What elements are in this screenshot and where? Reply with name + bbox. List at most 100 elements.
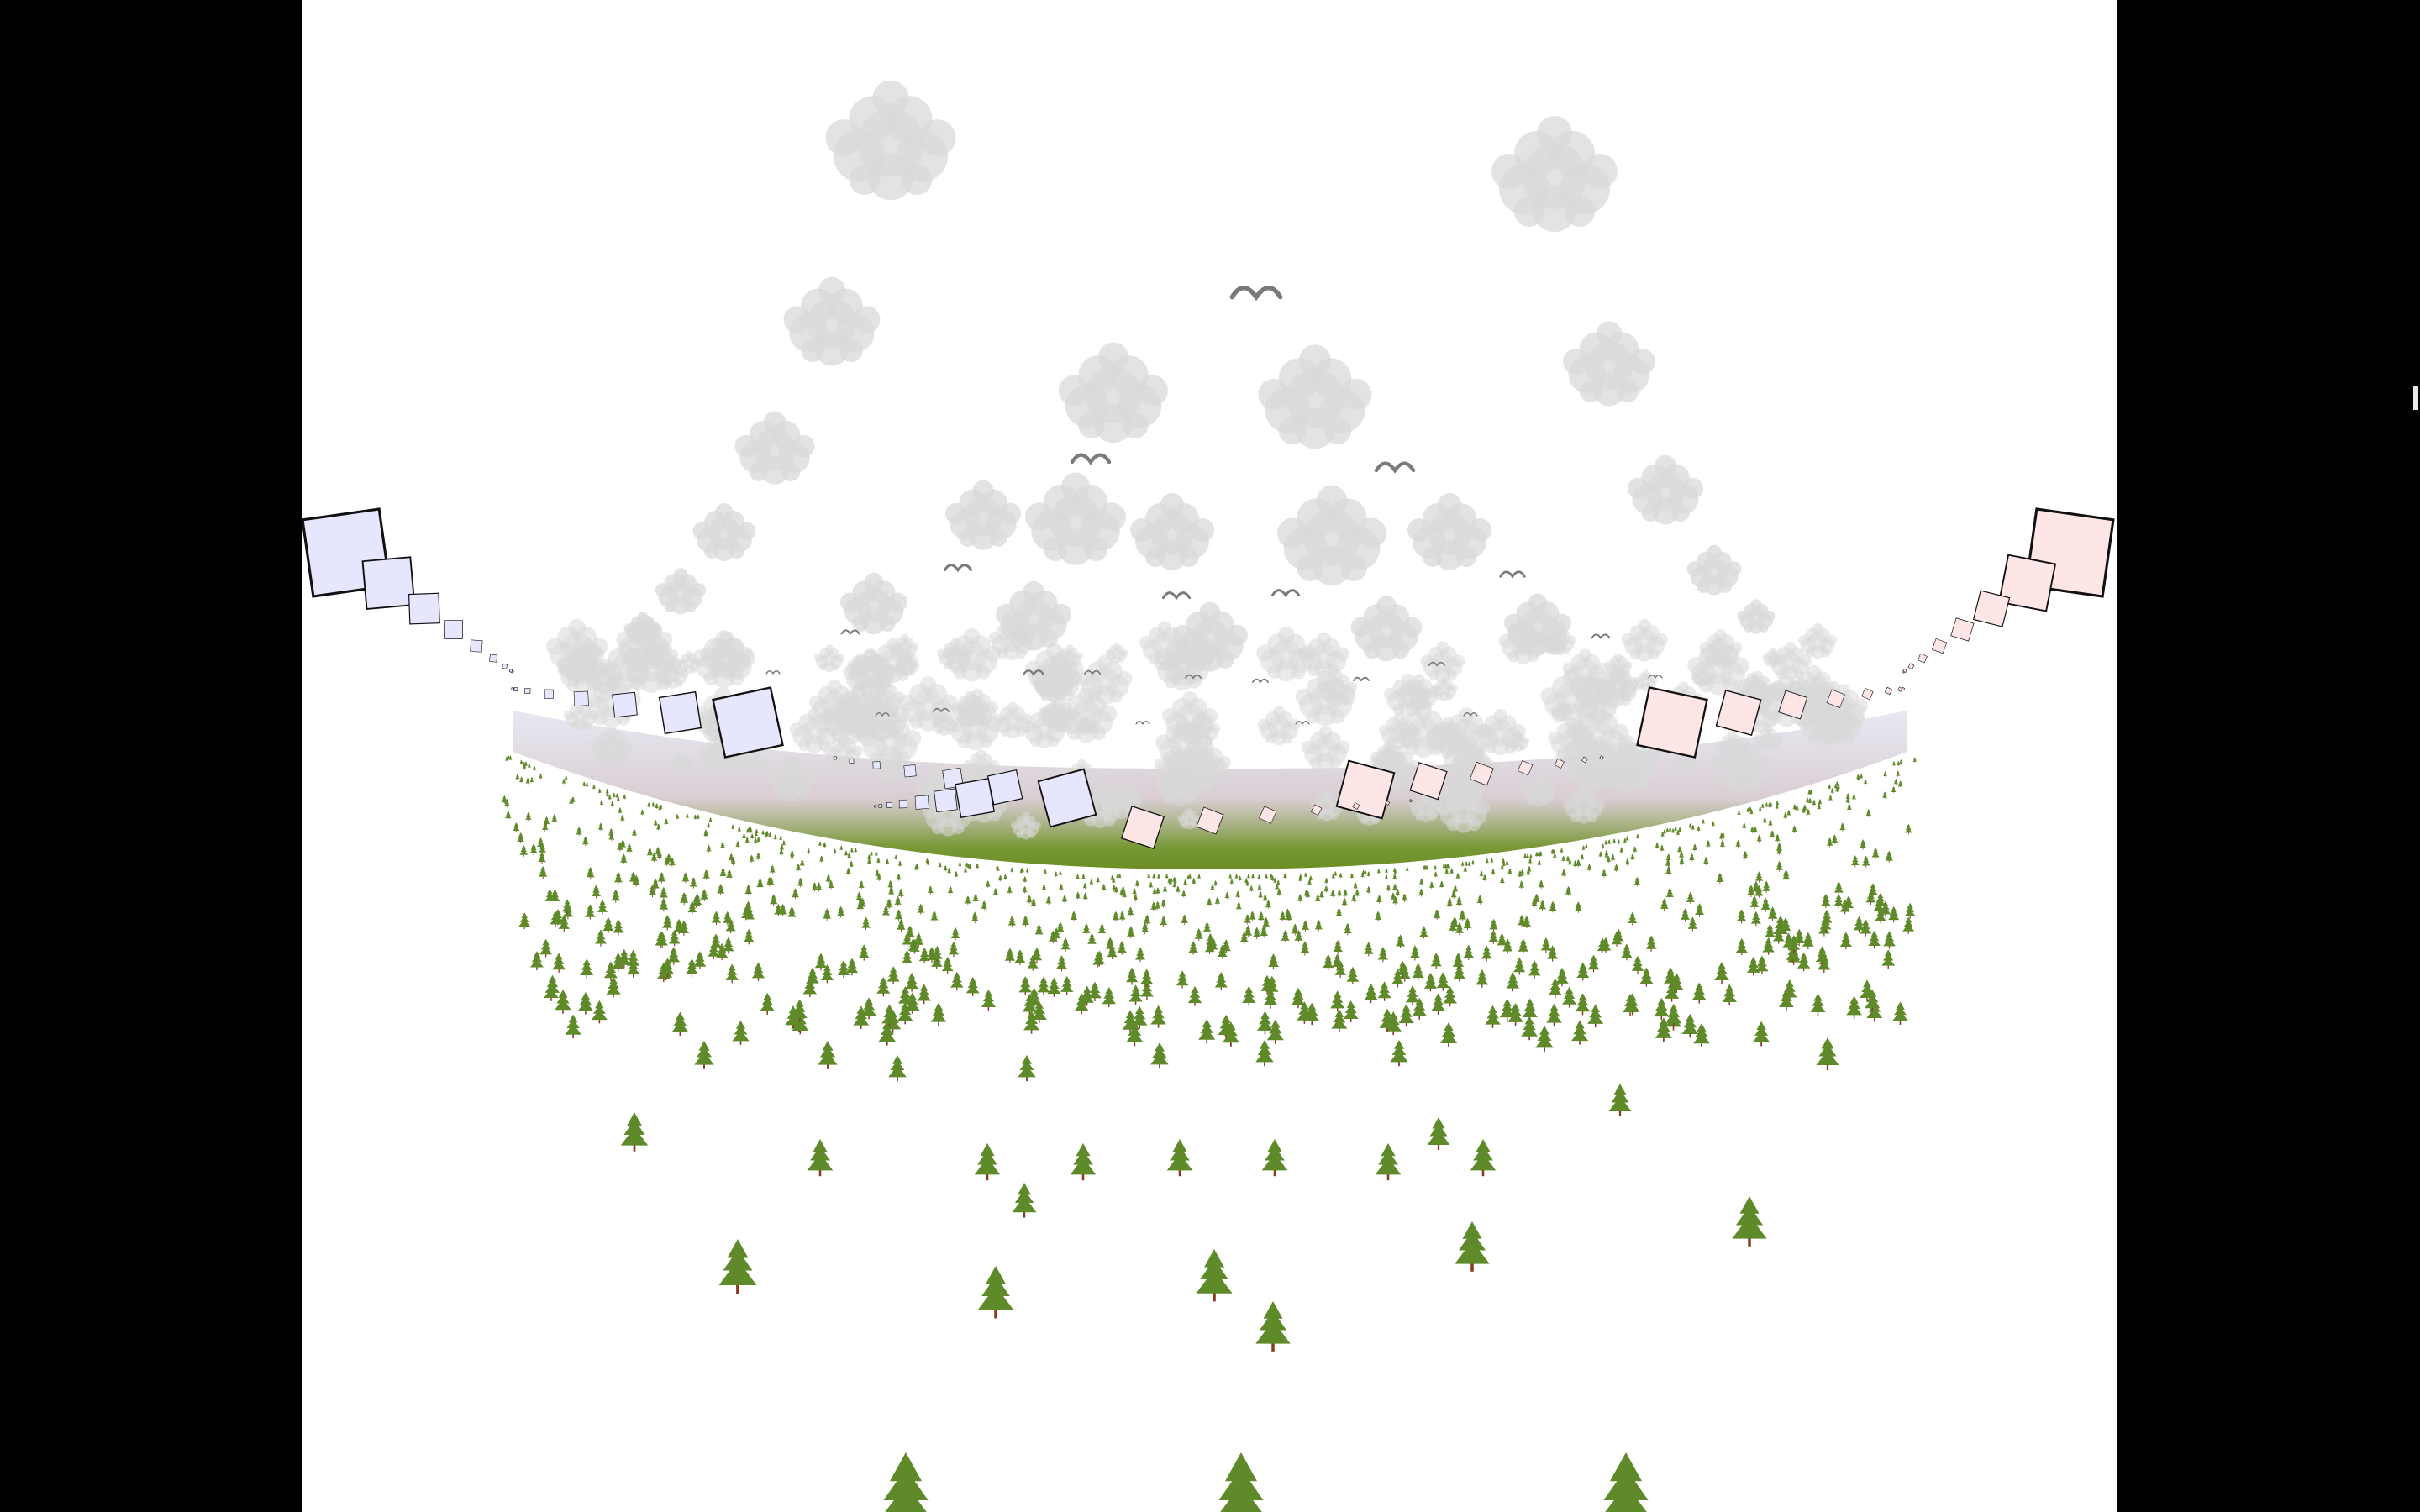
pine-tree-icon: [1260, 925, 1269, 938]
pine-tree-icon: [1375, 1143, 1402, 1181]
pine-tree-icon: [854, 847, 858, 853]
letterbox-left: [0, 0, 302, 1512]
pine-tree-icon: [1021, 915, 1030, 927]
pine-tree-icon: [735, 840, 740, 848]
pine-tree-icon: [1587, 954, 1600, 973]
pine-tree-icon: [1224, 891, 1230, 900]
pine-tree-icon: [639, 809, 644, 816]
pine-tree-icon: [611, 889, 621, 903]
pine-tree-icon: [943, 865, 948, 872]
pine-tree-icon: [1539, 900, 1547, 911]
pine-tree-icon: [1376, 869, 1381, 874]
pine-tree-icon: [1760, 897, 1771, 912]
pine-tree-icon: [1252, 927, 1261, 940]
pine-tree-icon: [606, 976, 621, 998]
pine-tree-icon: [876, 1452, 935, 1512]
bird-icon: [765, 670, 781, 675]
square-kite-icon: [1408, 799, 1413, 803]
square-kite-icon: [1826, 689, 1845, 708]
pine-tree-icon: [657, 872, 666, 884]
pine-tree-icon: [1828, 795, 1833, 801]
pine-tree-icon: [1256, 1011, 1274, 1035]
pine-tree-icon: [580, 958, 594, 979]
pine-tree-icon: [631, 828, 638, 837]
pine-tree-icon: [1560, 869, 1567, 877]
square-kite-icon: [511, 670, 514, 674]
square-kite-icon: [408, 592, 440, 625]
cloud-icon: [1059, 342, 1168, 444]
cloud-icon: [813, 644, 844, 673]
pine-tree-icon: [744, 885, 753, 895]
pine-tree-icon: [626, 843, 633, 853]
pine-tree-icon: [1807, 797, 1812, 804]
pine-tree-icon: [897, 860, 902, 867]
pine-tree-icon: [1255, 1040, 1274, 1067]
pine-tree-icon: [551, 814, 558, 823]
pine-tree-icon: [1102, 987, 1117, 1007]
pine-tree-icon: [1412, 963, 1424, 981]
pine-tree-icon: [861, 916, 871, 930]
pine-tree-icon: [1165, 874, 1169, 879]
pine-tree-icon: [971, 911, 979, 923]
pine-tree-icon: [1839, 932, 1852, 950]
pine-tree-icon: [1851, 793, 1857, 801]
square-kite-icon: [1972, 590, 2011, 627]
pine-tree-icon: [1812, 800, 1817, 806]
pine-tree-icon: [659, 886, 669, 900]
pine-tree-icon: [1762, 816, 1767, 824]
pine-tree-icon: [702, 869, 710, 880]
pine-tree-icon: [1125, 967, 1139, 985]
pine-tree-icon: [1756, 834, 1762, 843]
pine-tree-icon: [1460, 861, 1465, 867]
pine-tree-icon: [887, 879, 894, 889]
pine-tree-icon: [706, 822, 711, 829]
pine-tree-icon: [844, 850, 849, 857]
pine-tree-icon: [1680, 908, 1691, 922]
square-kite-icon: [1599, 755, 1604, 760]
pine-tree-icon: [1346, 966, 1360, 985]
pine-tree-icon: [1061, 895, 1068, 904]
pine-tree-icon: [581, 836, 589, 847]
pine-tree-icon: [1433, 909, 1441, 921]
pine-tree-icon: [947, 867, 952, 874]
cloud-icon: [825, 80, 956, 201]
pine-tree-icon: [1181, 890, 1186, 898]
pine-tree-icon: [1439, 880, 1444, 889]
fractal-landscape-canvas: [302, 0, 2118, 1512]
pine-tree-icon: [1002, 874, 1007, 880]
pine-tree-icon: [1612, 838, 1617, 844]
pine-tree-icon: [1354, 889, 1360, 897]
pine-tree-icon: [795, 864, 802, 872]
pine-tree-icon: [756, 836, 761, 843]
pine-tree-icon: [605, 790, 610, 797]
pine-tree-icon: [1452, 953, 1465, 969]
pine-tree-icon: [1128, 984, 1143, 1005]
pine-tree-icon: [585, 904, 596, 920]
pine-tree-icon: [619, 814, 625, 822]
pine-tree-icon: [651, 801, 655, 808]
pine-tree-icon: [694, 1041, 714, 1069]
pine-tree-icon: [1419, 926, 1428, 939]
cloud-icon: [1491, 116, 1618, 232]
pine-tree-icon: [1865, 808, 1872, 817]
bird-icon: [1252, 678, 1269, 683]
pine-tree-icon: [1249, 885, 1254, 892]
square-kite-icon: [511, 687, 514, 690]
pine-tree-icon: [525, 777, 530, 785]
pine-tree-icon: [693, 951, 707, 970]
cloud-icon: [1563, 321, 1655, 407]
pine-tree-icon: [1012, 1183, 1037, 1218]
pine-tree-icon: [1774, 833, 1781, 843]
pine-tree-icon: [947, 885, 954, 895]
pine-tree-icon: [1518, 938, 1529, 954]
pine-tree-icon: [685, 813, 689, 819]
pine-tree-icon: [613, 872, 623, 885]
kite-layer: [302, 507, 2115, 850]
pine-tree-icon: [965, 977, 980, 996]
pine-tree-icon: [792, 888, 800, 900]
pine-tree-icon: [582, 781, 587, 787]
pine-tree-icon: [963, 867, 968, 874]
pine-tree-icon: [1118, 911, 1126, 921]
cloud-icon: [655, 568, 706, 615]
pine-tree-icon: [972, 893, 979, 903]
